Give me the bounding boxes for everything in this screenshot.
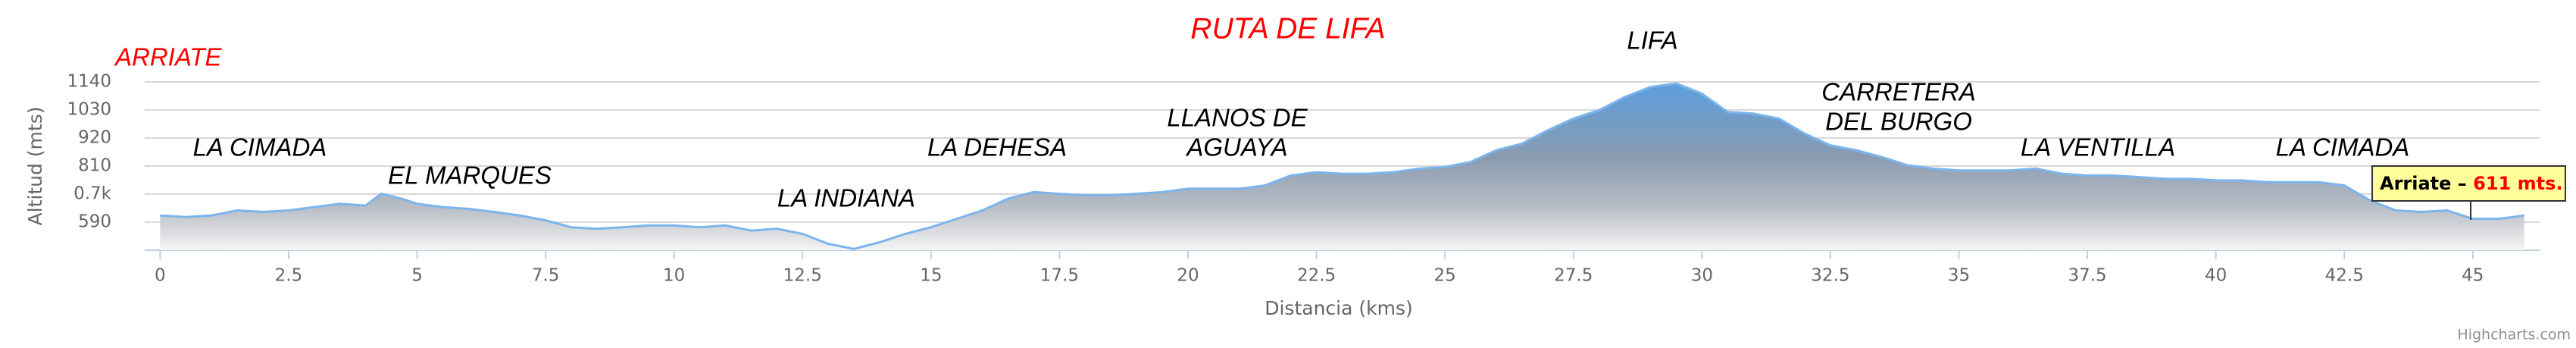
y-tick-label: 810 — [78, 156, 111, 176]
x-tick-label: 2.5 — [275, 266, 303, 286]
annotation: LA VENTILLA — [2021, 133, 2175, 161]
x-tick-label: 30 — [1691, 266, 1713, 286]
x-tick-label: 7.5 — [532, 266, 560, 286]
y-tick-label: 590 — [78, 212, 111, 232]
x-tick-label: 35 — [1948, 266, 1970, 286]
annotation: LIFA — [1627, 27, 1677, 55]
annotation: LA CIMADA — [2276, 133, 2410, 161]
annotation: LLANOS DE — [1167, 104, 1308, 132]
y-tick-label: 920 — [78, 128, 111, 148]
tooltip-box — [2371, 165, 2566, 202]
x-tick-label: 0 — [155, 266, 166, 286]
tooltip-value: 611 mts. — [2473, 173, 2562, 194]
chart-title: RUTA DE LIFA — [1190, 12, 1385, 45]
x-tick-label: 45 — [2462, 266, 2484, 286]
annotation: AGUAYA — [1185, 133, 1287, 161]
y-tick-label: 0.7k — [73, 184, 112, 204]
x-tick-label: 42.5 — [2325, 266, 2364, 286]
x-tick-label: 25 — [1434, 266, 1456, 286]
credit: Highcharts.com — [2457, 327, 2571, 343]
x-tick-label: 32.5 — [1811, 266, 1849, 286]
x-tick-label: 27.5 — [1554, 266, 1593, 286]
annotation: ARRIATE — [114, 43, 223, 71]
x-tick-label: 22.5 — [1297, 266, 1336, 286]
tooltip-name: Arriate – — [2380, 173, 2467, 194]
x-tick-label: 15 — [920, 266, 942, 286]
annotation: EL MARQUES — [388, 161, 552, 190]
x-axis-title: Distancia (kms) — [1265, 297, 1413, 319]
area-fill — [160, 83, 2524, 250]
y-tick-label: 1030 — [67, 100, 111, 120]
x-tick-label: 20 — [1177, 266, 1199, 286]
x-tick-label: 17.5 — [1040, 266, 1079, 286]
annotation: LA INDIANA — [777, 184, 915, 212]
x-tick-label: 10 — [663, 266, 685, 286]
x-tick-label: 5 — [411, 266, 423, 286]
y-axis-title: Altitud (mts) — [24, 107, 46, 226]
annotation: CARRETERA — [1821, 78, 1976, 106]
x-tick-label: 12.5 — [783, 266, 822, 286]
annotation: LA DEHESA — [927, 133, 1067, 161]
area-line — [160, 82, 2524, 250]
annotation: DEL BURGO — [1825, 108, 1972, 136]
annotation: LA CIMADA — [193, 133, 327, 161]
x-tick-label: 37.5 — [2068, 266, 2106, 286]
tooltip-text: Arriate – 611 mts. — [2380, 173, 2562, 194]
y-tick-label: 1140 — [67, 72, 111, 92]
x-tick-label: 40 — [2205, 266, 2227, 286]
